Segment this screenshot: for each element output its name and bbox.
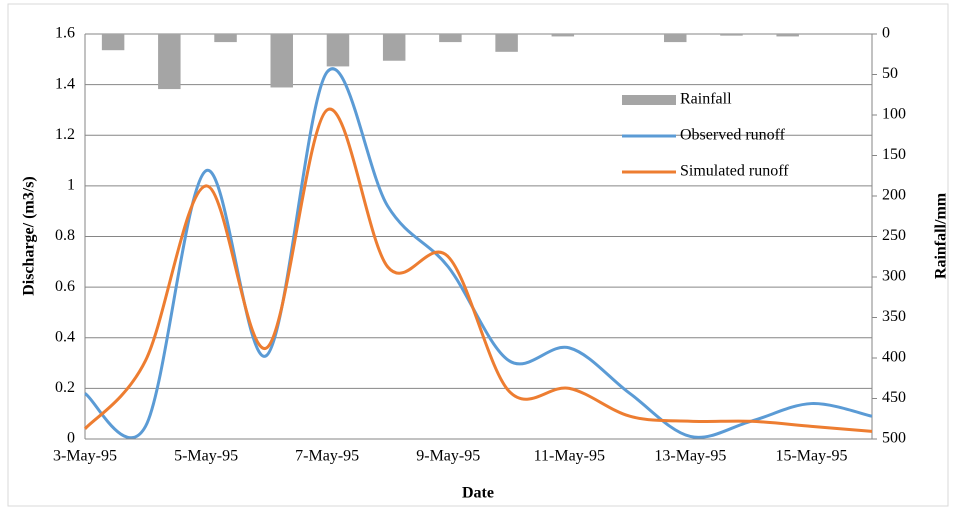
bar	[214, 34, 237, 43]
y2-tick-label: 200	[882, 187, 906, 204]
bar	[551, 34, 575, 37]
line	[83, 107, 873, 433]
x-tick-label: 7-May-95	[295, 448, 359, 465]
y2-tick-label: 400	[882, 349, 906, 366]
bar	[720, 34, 743, 36]
line	[84, 67, 873, 440]
legend-swatch	[622, 95, 676, 105]
y-tick-label: 0.8	[55, 227, 75, 244]
bar	[495, 34, 518, 52]
y-tick-label: 1.6	[55, 25, 75, 42]
y-tick-label: 1	[67, 177, 75, 194]
x-tick-label: 9-May-95	[416, 448, 480, 465]
legend-label: Rainfall	[680, 91, 732, 108]
y2-tick-label: 50	[882, 65, 898, 82]
y-tick-label: 1.2	[55, 126, 75, 143]
bar	[776, 34, 799, 37]
bar	[439, 34, 462, 43]
bar	[101, 34, 125, 51]
y-tick-label: 0.4	[55, 328, 75, 345]
bar	[664, 34, 687, 43]
bar	[382, 34, 406, 61]
y-tick-label: 0	[67, 430, 75, 447]
x-tick-label: 5-May-95	[174, 448, 238, 465]
y2-tick-label: 0	[882, 25, 890, 42]
legend-label: Observed runoff	[680, 127, 786, 144]
y2-tick-label: 450	[882, 389, 906, 406]
x-tick-label: 15-May-95	[775, 448, 847, 465]
bar	[270, 34, 293, 88]
y-axis-title: Discharge/ (m3/s)	[21, 176, 38, 296]
bar	[158, 34, 181, 90]
y2-tick-label: 350	[882, 308, 906, 325]
bar	[326, 34, 350, 67]
x-tick-label: 3-May-95	[53, 448, 117, 465]
y-tick-label: 0.6	[55, 278, 75, 295]
y-tick-label: 1.4	[55, 75, 75, 92]
y2-tick-label: 300	[882, 268, 906, 285]
x-tick-label: 11-May-95	[534, 448, 605, 465]
y2-axis-title: Rainfall/mm	[933, 192, 950, 279]
chart-border	[7, 3, 949, 507]
y2-tick-label: 150	[882, 146, 906, 163]
y2-tick-label: 500	[882, 430, 906, 447]
legend-label: Simulated runoff	[680, 163, 789, 180]
x-tick-label: 13-May-95	[654, 448, 726, 465]
y2-tick-label: 100	[882, 106, 906, 123]
y2-tick-label: 250	[882, 227, 906, 244]
y-tick-label: 0.2	[55, 379, 75, 396]
x-axis-title: Date	[462, 485, 494, 502]
